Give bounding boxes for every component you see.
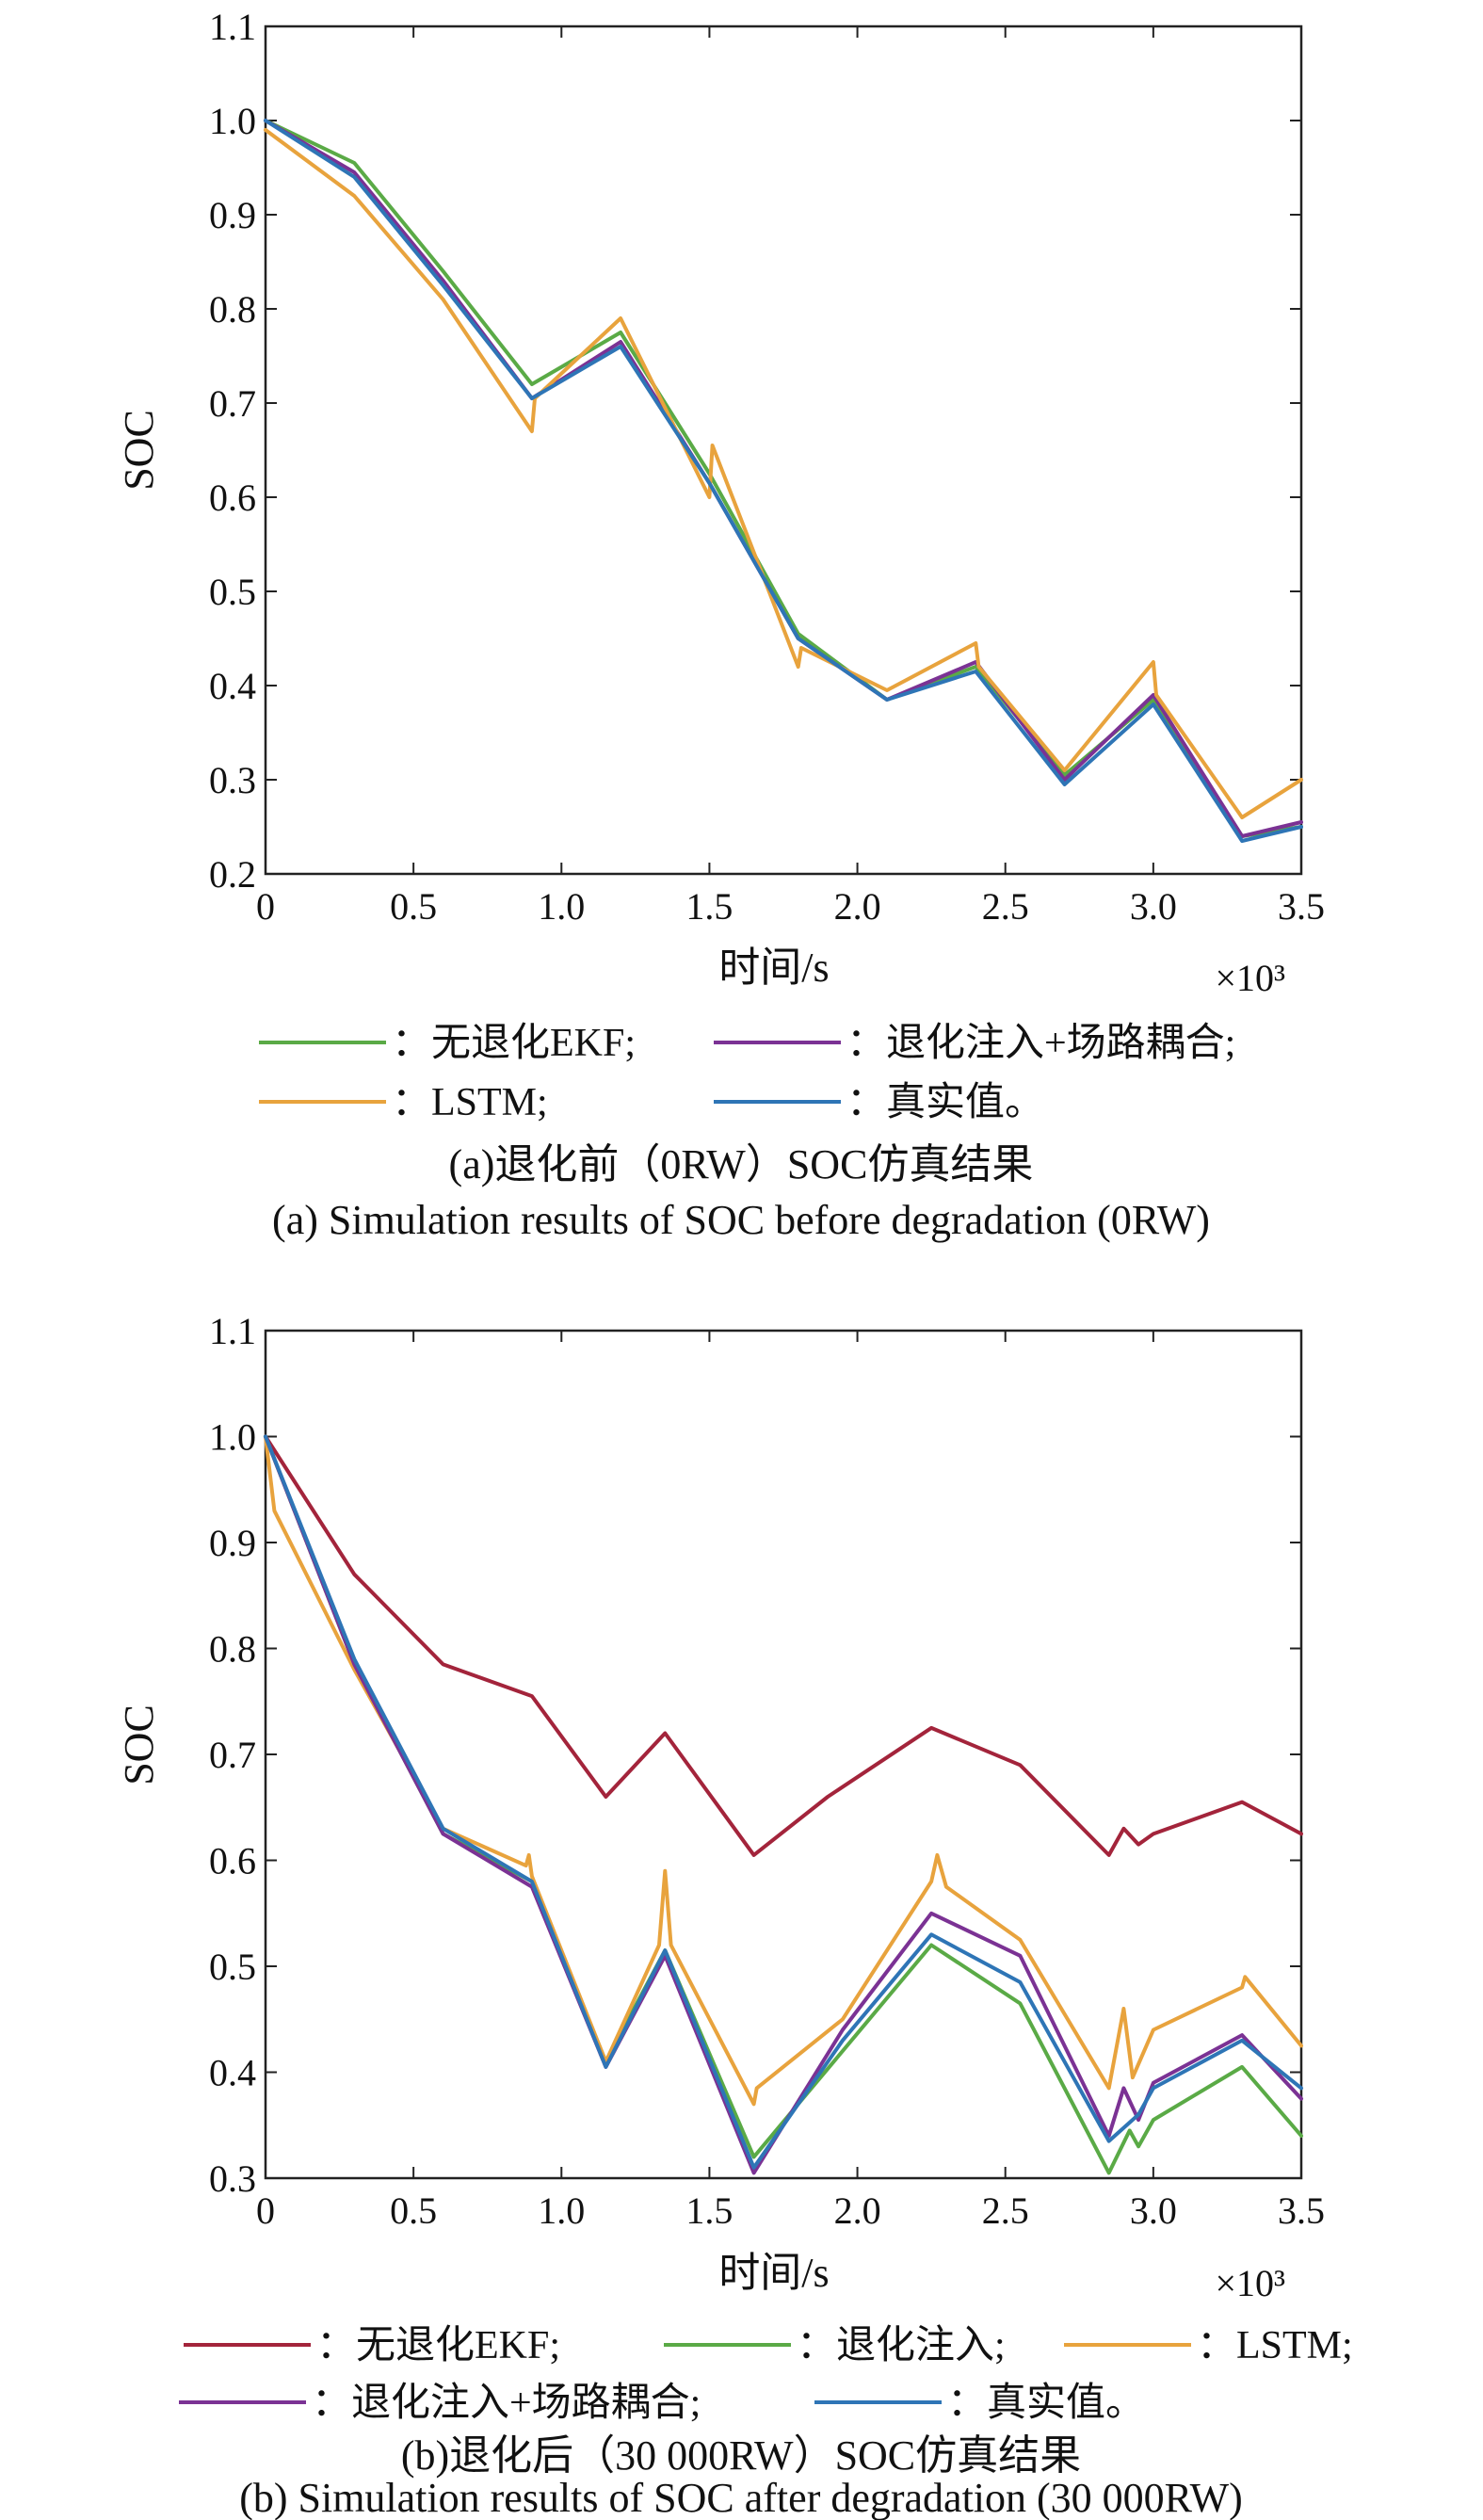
- legend-b-label-0: ：无退化EKF;: [316, 2324, 560, 2367]
- chart-a-series-line-0: [264, 119, 1303, 838]
- chart-a-y-tick-label: 0.6: [209, 477, 256, 519]
- chart-b-x-tick-label: 3.5: [1278, 2189, 1325, 2232]
- chart-panel-b: SOC 时间/s ×10³ 0 0.5 1.0 1.5 2.0 2.5 3.0 3.50.30…: [116, 1310, 1325, 2304]
- chart-b-x-axis-label: 时间/s: [718, 2250, 829, 2296]
- chart-b-y-tick-label: 0.8: [209, 1628, 256, 1671]
- chart-b-y-tick-label: 0.3: [209, 2157, 256, 2200]
- chart-b-y-tick-label: 0.9: [209, 1522, 256, 1564]
- chart-b-series-line-1: [264, 1434, 1303, 2175]
- chart-a-y-tick-label: 0.5: [209, 571, 256, 613]
- legend-a-label-0: ：无退化EKF;: [392, 1022, 636, 1065]
- chart-a-x-axis-label: 时间/s: [718, 945, 829, 991]
- chart-b-x-tick-label: 2.5: [982, 2189, 1029, 2232]
- chart-b-x-tick-label: 0.5: [390, 2189, 437, 2232]
- legend-b-label-1: ：退化注入;: [797, 2323, 1006, 2367]
- chart-b-y-tick-label: 1.1: [209, 1310, 256, 1352]
- chart-b-y-tick-label: 0.7: [209, 1734, 256, 1776]
- chart-b-series-line-2: [264, 1434, 1303, 2107]
- chart-b-y-tick-label: 0.6: [209, 1840, 256, 1882]
- chart-a-y-tick-label: 0.8: [209, 288, 256, 331]
- chart-a-x-tick-label: 0: [256, 885, 275, 928]
- chart-b-series-line-4: [264, 1434, 1303, 2170]
- chart-b-x-multiplier: ×10³: [1215, 2262, 1285, 2304]
- legend-b-label-2: ：LSTM;: [1197, 2324, 1353, 2367]
- caption-b-english: (b) Simulation results of SOC after degr…: [239, 2475, 1243, 2520]
- chart-b-legend: ：无退化EKF; ：退化注入; ：LSTM; ：退化注入+场路耦合; ：真实值。: [179, 2323, 1353, 2425]
- chart-a-y-tick-label: 1.1: [209, 6, 256, 48]
- chart-panel-a: SOC 时间/s ×10³ 0 0.5 1.0 1.5 2.0 2.5 3.0 3.50.20…: [116, 6, 1325, 999]
- chart-b-y-tick-label: 1.0: [209, 1416, 256, 1459]
- chart-a-x-tick-label: 0.5: [390, 885, 437, 928]
- chart-a-series-line-1: [264, 119, 1303, 838]
- chart-a-x-tick-label: 3.0: [1130, 885, 1177, 928]
- chart-b-x-tick-label: 1.0: [538, 2189, 585, 2232]
- chart-b-x-tick-label: 3.0: [1130, 2189, 1177, 2232]
- chart-b-y-tick-label: 0.4: [209, 2052, 256, 2094]
- caption-a-english: (a) Simulation results of SOC before deg…: [272, 1197, 1210, 1243]
- chart-a-x-tick-label: 2.0: [834, 885, 881, 928]
- chart-a-y-tick-label: 0.2: [209, 853, 256, 896]
- chart-a-x-tick-label: 2.5: [982, 885, 1029, 928]
- legend-a-label-2: ：LSTM;: [392, 1081, 548, 1124]
- chart-a-y-tick-label: 1.0: [209, 100, 256, 142]
- chart-a-y-tick-label: 0.9: [209, 194, 256, 236]
- chart-b-series-line-3: [264, 1434, 1303, 2175]
- chart-a-series-line-2: [264, 128, 1303, 819]
- chart-a-x-tick-label: 1.5: [685, 885, 733, 928]
- chart-b-plot-area: 0 0.5 1.0 1.5 2.0 2.5 3.0 3.5 0.3 0.4 0.5 0.6 0.7 0.8…: [209, 1310, 1325, 2232]
- chart-a-series-line-3: [264, 119, 1303, 843]
- caption-b-chinese: (b)退化后（30 000RW）SOC仿真结果: [401, 2432, 1081, 2479]
- chart-a-x-tick-label: 3.5: [1278, 885, 1325, 928]
- legend-b-label-3: ：退化注入+场路耦合;: [312, 2381, 701, 2425]
- chart-a-y-axis-label: SOC: [116, 410, 162, 491]
- chart-a-x-multiplier: ×10³: [1215, 957, 1285, 999]
- caption-a-chinese: (a)退化前（0RW）SOC仿真结果: [449, 1141, 1034, 1187]
- chart-a-x-tick-label: 1.0: [538, 885, 585, 928]
- legend-a-label-3: ：真实值。: [846, 1080, 1044, 1124]
- legend-b-label-4: ：真实值。: [947, 2381, 1145, 2425]
- chart-b-y-axis-label: SOC: [116, 1704, 162, 1785]
- chart-a-y-tick-label: 0.3: [209, 759, 256, 801]
- chart-b-series-line-0: [264, 1434, 1303, 1857]
- chart-b-x-tick-label: 2.0: [834, 2189, 881, 2232]
- chart-a-plot-area: 0 0.5 1.0 1.5 2.0 2.5 3.0 3.5 0.2 0.3 0.4 0.5 0.6 0.7…: [209, 6, 1325, 928]
- chart-b-y-tick-label: 0.5: [209, 1946, 256, 1988]
- chart-a-legend: ：无退化EKF; ：退化注入+场路耦合; ：LSTM; ：真实值。: [259, 1021, 1235, 1124]
- chart-b-x-tick-label: 1.5: [685, 2189, 733, 2232]
- chart-a-axes-frame: [264, 24, 1303, 876]
- chart-a-y-tick-label: 0.4: [209, 665, 256, 707]
- chart-a-y-tick-label: 0.7: [209, 382, 256, 425]
- chart-b-x-tick-label: 0: [256, 2189, 275, 2232]
- legend-a-label-1: ：退化注入+场路耦合;: [846, 1021, 1235, 1065]
